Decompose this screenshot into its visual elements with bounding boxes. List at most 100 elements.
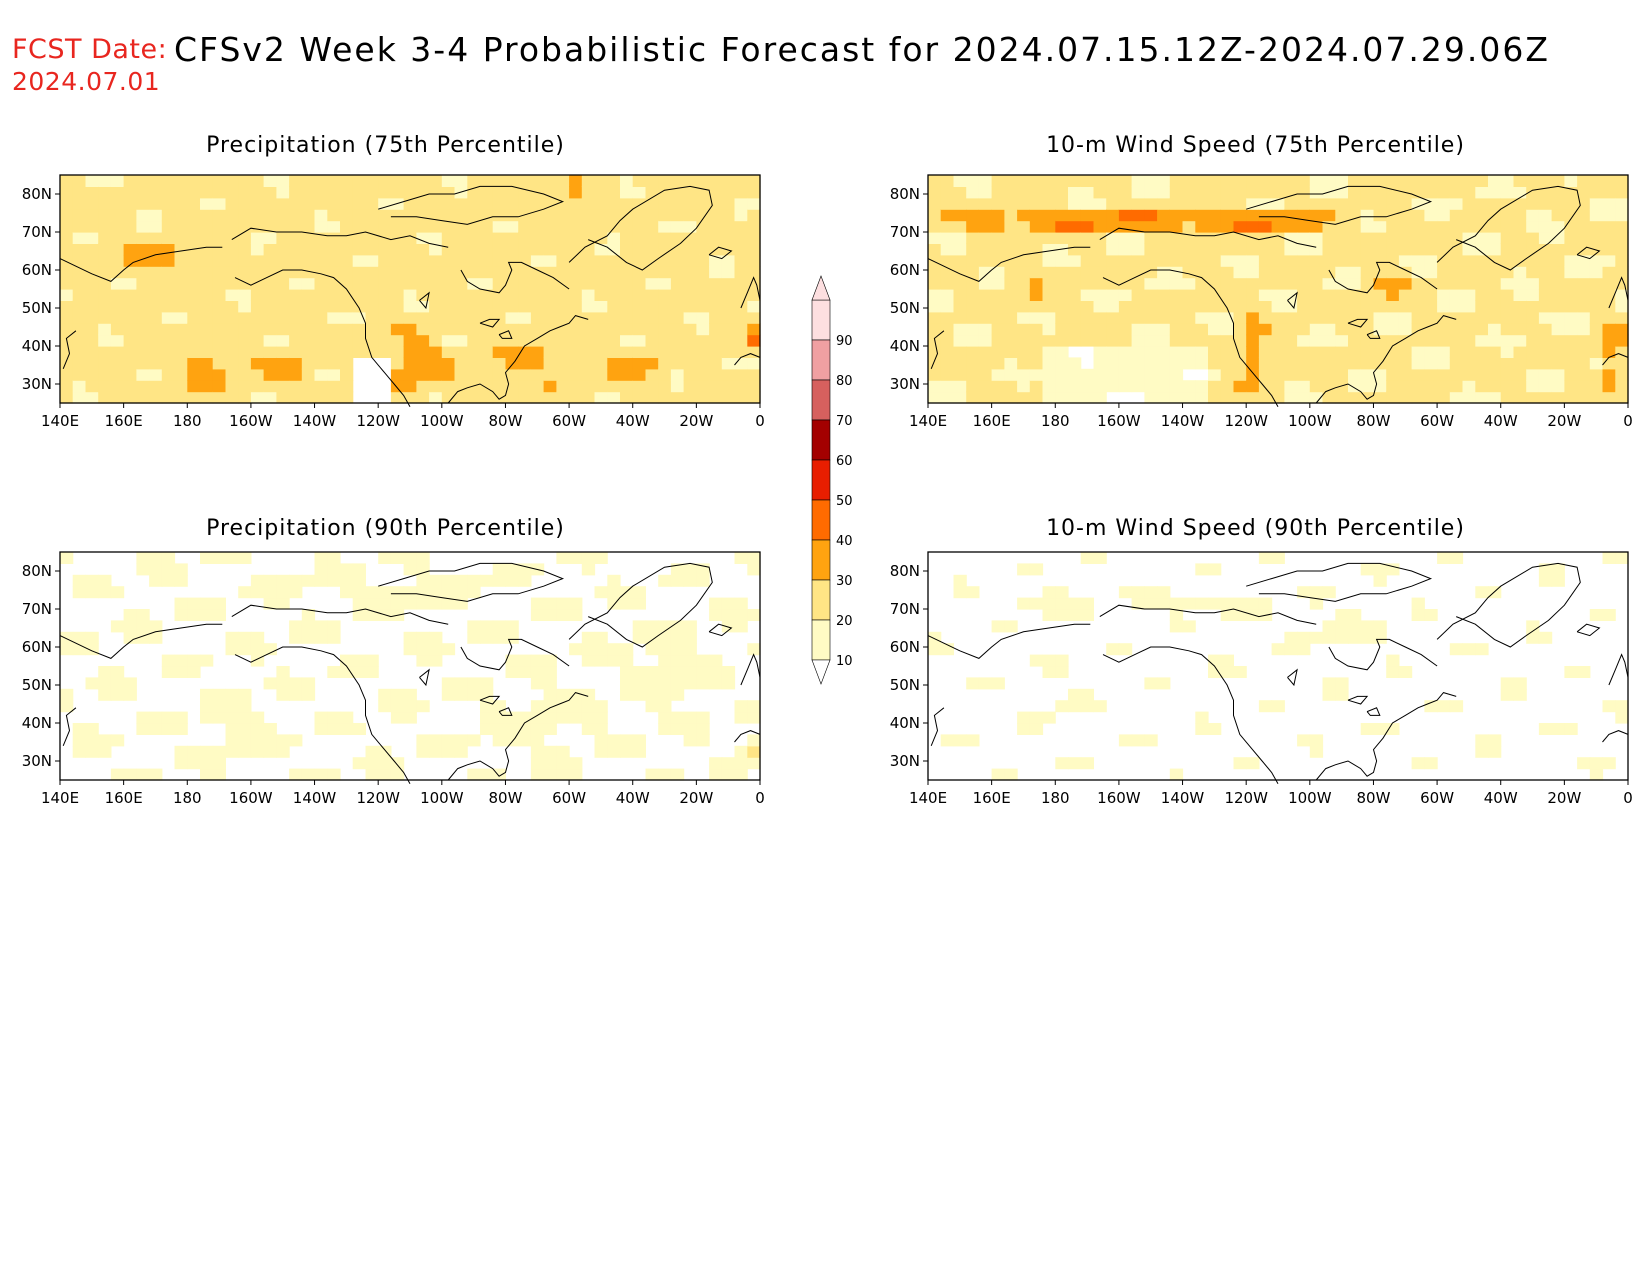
field-cell — [467, 368, 481, 381]
field-cell — [1564, 391, 1578, 404]
panel-title-precip-75: Precipitation (75th Percentile) — [206, 133, 565, 158]
field-cell — [556, 243, 570, 256]
field-cell — [1258, 266, 1273, 279]
field-cell — [340, 243, 354, 256]
field-cell — [149, 631, 163, 644]
field-cell — [492, 232, 506, 244]
field-cell — [1335, 266, 1349, 279]
field-cell — [314, 323, 328, 336]
field-cell — [161, 666, 176, 678]
field-cell — [390, 688, 405, 701]
field-cell — [403, 643, 417, 656]
field-cell — [1118, 346, 1133, 358]
field-cell — [607, 197, 621, 210]
field-cell — [1144, 586, 1158, 599]
field-cell — [276, 357, 290, 370]
field-cell — [1157, 300, 1171, 313]
field-cell — [467, 254, 481, 267]
field-cell — [1042, 243, 1056, 256]
field-cell — [543, 357, 557, 370]
field-cell — [940, 311, 954, 324]
field-cell — [378, 243, 392, 256]
field-cell — [1246, 289, 1260, 301]
field-cell — [1055, 666, 1069, 678]
field-cell — [530, 289, 545, 301]
field-cell — [225, 277, 239, 290]
lon-tick-label: 0 — [1623, 412, 1633, 430]
field-cell — [340, 300, 354, 313]
field-cell — [250, 209, 265, 222]
field-cell — [1462, 220, 1476, 233]
field-cell — [314, 620, 328, 633]
field-cell — [594, 700, 608, 713]
field-cell — [1513, 391, 1527, 404]
field-cell — [238, 289, 252, 301]
field-cell — [390, 346, 405, 358]
field-cell — [98, 346, 112, 358]
field-cell — [174, 609, 188, 621]
coastline — [1102, 646, 1279, 785]
field-cell — [1055, 380, 1069, 393]
field-cell — [1449, 346, 1464, 358]
field-cell — [991, 620, 1005, 633]
field-cell — [60, 552, 74, 564]
field-cell — [747, 243, 761, 256]
field-cell — [85, 311, 99, 324]
field-cell — [1475, 175, 1489, 187]
field-cell — [480, 232, 494, 244]
field-cell — [1246, 220, 1260, 233]
field-cell — [1246, 266, 1260, 279]
field-cell — [467, 300, 481, 313]
field-cell — [556, 175, 570, 187]
field-cell — [187, 232, 201, 244]
field-cell — [1106, 368, 1120, 381]
field-cell — [263, 311, 277, 324]
field-cell — [1284, 368, 1298, 381]
field-cell — [238, 209, 252, 222]
field-cell — [136, 552, 150, 564]
field-cell — [1182, 220, 1196, 233]
field-cell — [1322, 334, 1336, 347]
coastline — [447, 315, 589, 404]
field-cell — [1488, 745, 1502, 758]
field-cell — [1157, 277, 1171, 290]
field-cell — [953, 368, 967, 381]
field-cell — [1475, 311, 1489, 324]
field-cell — [60, 311, 74, 324]
field-cell — [225, 300, 239, 313]
field-cell — [276, 300, 290, 313]
field-cell — [1080, 175, 1094, 187]
field-cell — [1157, 197, 1171, 210]
field-cell — [365, 186, 379, 199]
field-cell — [390, 175, 405, 187]
field-cell — [1488, 220, 1502, 233]
field-cell — [1220, 391, 1234, 404]
field-cell — [1309, 357, 1324, 370]
field-cell — [632, 289, 646, 301]
lon-tick-label: 40W — [1484, 789, 1518, 807]
field-cell — [1233, 666, 1247, 678]
field-cell — [721, 380, 736, 393]
field-cell — [161, 232, 176, 244]
field-cell — [569, 311, 583, 324]
field-cell — [225, 232, 239, 244]
lat-tick-label: 80N — [890, 562, 920, 580]
field-cell — [670, 574, 685, 587]
field-cell — [1169, 186, 1184, 199]
field-cell — [696, 197, 710, 210]
field-cell — [683, 654, 697, 667]
field-cell — [505, 631, 519, 644]
field-cell — [1411, 357, 1425, 370]
field-cell — [1386, 391, 1400, 404]
field-cell — [978, 254, 993, 267]
field-cell — [378, 757, 392, 770]
field-cell — [1538, 334, 1553, 347]
field-cell — [174, 666, 188, 678]
coastline — [498, 330, 513, 339]
field-cell — [594, 357, 608, 370]
field-cell — [1271, 254, 1285, 267]
lon-tick-label: 180 — [1041, 412, 1070, 430]
field-cell — [594, 368, 608, 381]
field-cell — [1602, 289, 1616, 301]
field-cell — [1068, 266, 1082, 279]
